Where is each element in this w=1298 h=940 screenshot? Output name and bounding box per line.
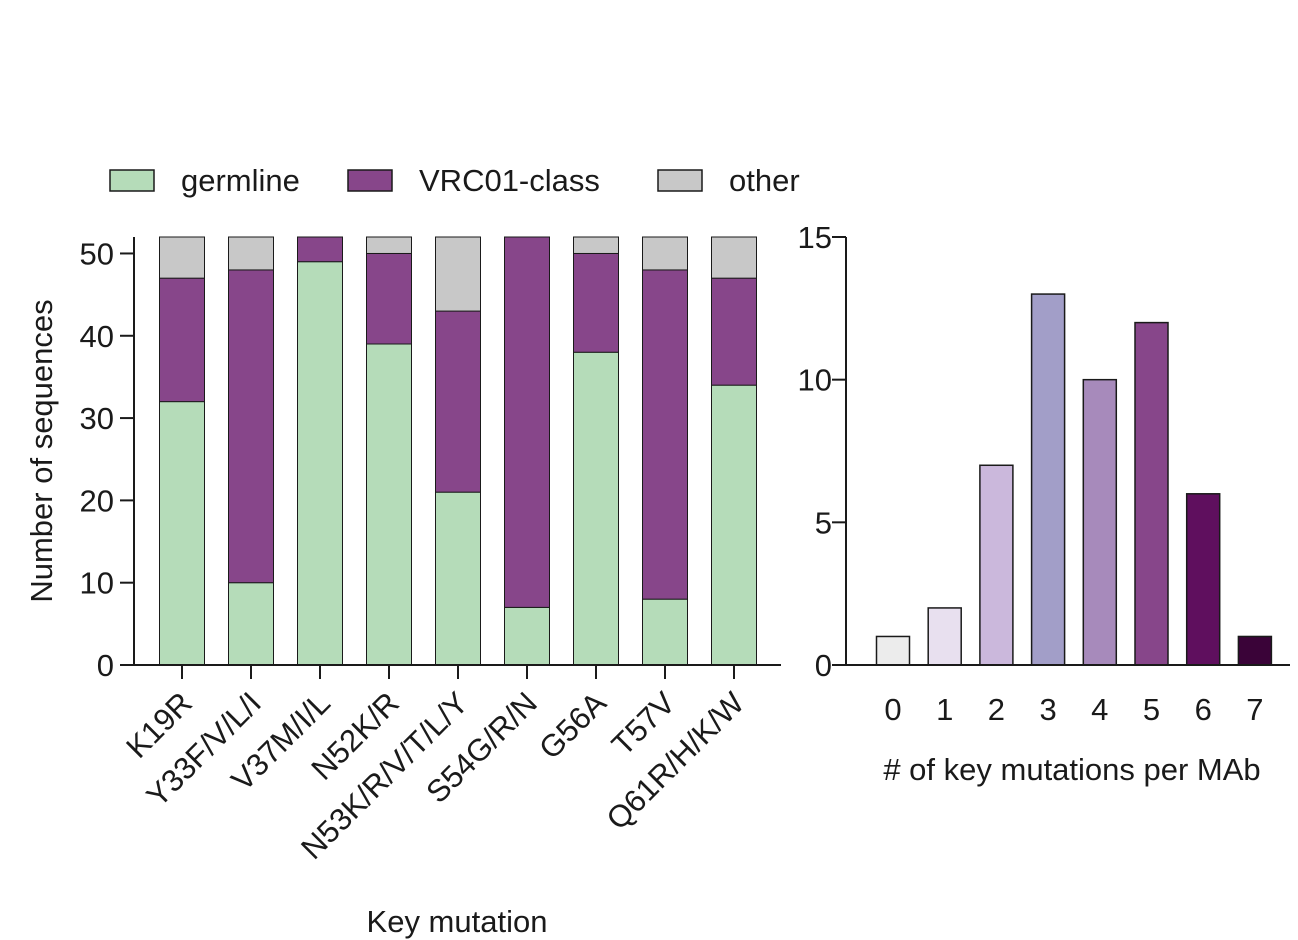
bar-vrc01-class — [642, 269, 688, 600]
legend-swatch — [657, 169, 703, 192]
bar-germline — [159, 401, 205, 666]
y-tick-label: 0 — [815, 648, 832, 683]
bar-vrc01-class — [504, 236, 550, 608]
y-tick-label: 5 — [815, 505, 832, 540]
bar-1 — [927, 607, 962, 666]
x-tick-label: 4 — [1091, 692, 1108, 727]
y-tick-label: 10 — [798, 363, 832, 398]
bar-germline — [573, 351, 619, 666]
legend-label: VRC01-class — [419, 163, 600, 198]
y-tick-label: 40 — [80, 319, 114, 354]
x-tick-label: 7 — [1246, 692, 1263, 727]
legend-swatch — [347, 169, 393, 192]
bar-7 — [1237, 635, 1273, 666]
x-tick-label: 5 — [1143, 692, 1160, 727]
legend-label: other — [729, 163, 800, 198]
bar-4 — [1082, 378, 1118, 666]
bar-germline — [366, 343, 412, 666]
bar-germline — [504, 606, 550, 666]
y-tick-label: 50 — [80, 236, 114, 271]
bar-5 — [1134, 321, 1169, 666]
bar-other — [366, 236, 412, 254]
bar-germline — [435, 491, 481, 666]
legend-item-other: other — [657, 163, 800, 198]
bar-6 — [1185, 493, 1221, 666]
x-tick-label: 0 — [884, 692, 901, 727]
legend: germline VRC01-class other — [109, 163, 800, 198]
x-tick-label: G56A — [532, 685, 613, 766]
y-tick-label: 20 — [80, 483, 114, 518]
legend-label: germline — [181, 163, 300, 198]
bar-0 — [875, 635, 911, 666]
bar-germline — [642, 598, 688, 666]
bar-germline — [297, 261, 343, 666]
bar-germline — [228, 582, 274, 666]
legend-swatch — [109, 169, 155, 192]
bar-other — [711, 236, 757, 279]
bar-vrc01-class — [228, 269, 274, 584]
y-axis-title: Number of sequences — [24, 299, 59, 602]
bar-vrc01-class — [711, 277, 757, 386]
x-axis-title: Key mutation — [367, 904, 548, 939]
y-tick-label: 15 — [798, 220, 832, 255]
bar-germline — [711, 384, 757, 666]
x-tick-label: 6 — [1195, 692, 1212, 727]
legend-item-germline: germline — [109, 163, 300, 198]
bar-vrc01-class — [366, 252, 412, 345]
bar-vrc01-class — [573, 252, 619, 353]
bar-other — [642, 236, 688, 271]
bar-other — [159, 236, 205, 279]
stacked-bar-chart: K19RY33F/V/L/IV37M/I/LN52K/RN53K/R/V/T/L… — [24, 236, 781, 939]
x-axis-title: # of key mutations per MAb — [883, 752, 1260, 787]
bar-other — [435, 236, 481, 312]
y-tick-label: 10 — [80, 566, 114, 601]
bar-vrc01-class — [159, 277, 205, 403]
bar-other — [573, 236, 619, 254]
y-tick-label: 0 — [97, 648, 114, 683]
bar-vrc01-class — [435, 310, 481, 493]
bar-2 — [979, 464, 1014, 666]
x-tick-label: 3 — [1039, 692, 1056, 727]
y-tick-label: 30 — [80, 401, 114, 436]
bar-3 — [1030, 293, 1066, 666]
legend-item-vrc01-class: VRC01-class — [347, 163, 600, 198]
x-tick-label: 1 — [936, 692, 953, 727]
bar-vrc01-class — [297, 236, 343, 263]
bar-other — [228, 236, 274, 271]
x-tick-label: 2 — [988, 692, 1005, 727]
